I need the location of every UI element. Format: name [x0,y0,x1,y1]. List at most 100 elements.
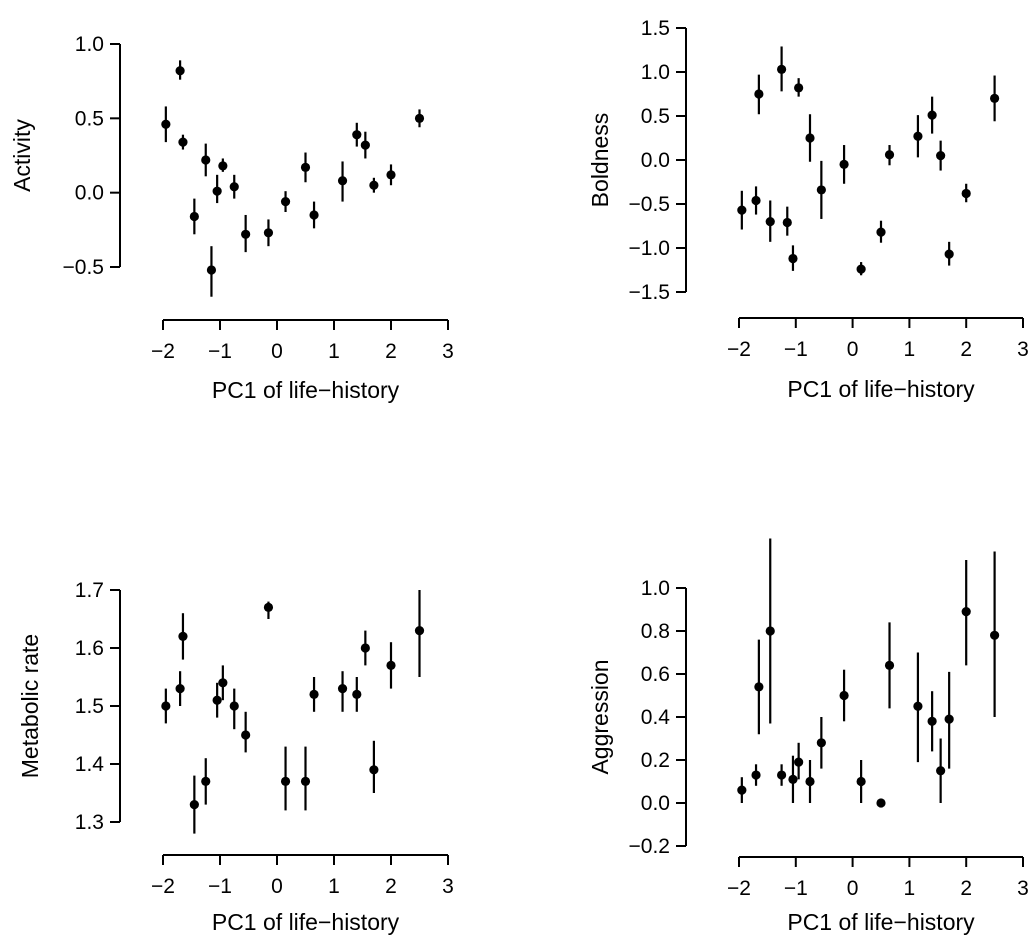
x-tick-label: 0 [847,877,859,900]
data-point [300,776,311,787]
y-tick-label: 1.7 [75,579,104,602]
data-point [737,205,747,215]
data-point [765,217,775,227]
data-point [178,137,188,147]
data-point [884,150,895,160]
metabolic-rate-panel: −2 −1 0 1 2 3 1.3 1.4 1.5 1.6 1.7 PC1 of life−histo… [17,579,454,935]
y-tick-label: 0.2 [641,749,670,772]
data-point [414,113,425,123]
x-tick-label: 3 [442,340,454,363]
data-point [360,140,370,150]
data-point [777,770,787,780]
data-point [386,170,396,180]
data-point [280,776,291,787]
data-point [212,186,222,196]
y-tick-label: 0.5 [641,105,670,128]
x-tick-label: 3 [442,875,454,898]
boldness-panel: −2 −1 0 1 2 3 −1.5 −1.0 −0.5 0.0 0.5 1.0 1.5 PC1 of l… [587,17,1029,402]
data-point [751,770,761,780]
x-axis-title: PC1 of life−history [212,377,400,403]
x-axis-title: PC1 of life−history [212,909,400,935]
x-tick-label: −2 [151,875,175,898]
y-tick-label: 0.5 [75,107,104,130]
data-point [280,196,291,207]
activity-panel: −2 −1 0 1 2 3 −0.5 0.0 0.5 1.0 PC1 of life−history… [9,33,454,403]
y-tick-label: 0.6 [641,663,670,686]
data-point [175,684,185,694]
x-tick-label: −2 [727,338,751,361]
data-point [218,678,228,688]
y-axis-title: Activity [9,119,35,192]
data-point [161,701,171,711]
data-point [201,776,211,787]
data-point [206,265,217,275]
x-tick-label: −1 [784,338,808,361]
data-point [782,217,792,228]
data-point [777,64,787,74]
x-axis-title: PC1 of life−history [787,376,975,402]
data-point [936,766,946,776]
y-tick-label: −0.5 [629,193,670,216]
x-tick-label: −1 [784,877,808,900]
x-tick-label: 0 [847,338,859,361]
aggression-panel: −2 −1 0 1 2 3 −0.2 0.0 0.2 0.4 0.6 0.8 1.0 PC1 of lif… [587,538,1029,935]
x-tick-label: 1 [328,875,340,898]
y-tick-label: 1.4 [75,753,105,776]
data-point [856,776,866,787]
y-tick-label: 0.0 [641,792,670,815]
data-point [189,211,199,222]
data-point [788,774,798,784]
data-point [360,643,370,653]
data-point [927,716,937,726]
data-point [961,188,971,199]
data-point [175,66,185,76]
y-tick-label: 1.0 [641,61,670,84]
data-point [876,227,886,237]
data-point [309,210,319,220]
data-point [839,690,849,701]
x-tick-label: 2 [385,875,397,898]
data-point [856,264,866,274]
x-tick-label: 2 [960,877,972,900]
data-point [805,776,815,787]
y-tick-label: 0.0 [75,182,104,205]
data-point [990,630,1000,640]
x-tick-label: 3 [1017,877,1029,900]
y-tick-label: 0.8 [641,620,670,643]
y-axis-title: Metabolic rate [17,634,43,778]
x-tick-label: −1 [208,340,232,363]
y-tick-label: 1.5 [75,695,104,718]
data-point [737,785,747,795]
data-point [816,185,826,195]
data-point [263,602,274,613]
x-tick-label: 0 [271,340,283,363]
data-point [201,155,211,165]
data-point [936,151,946,161]
data-point [927,110,937,120]
data-point [944,249,954,259]
x-tick-label: −2 [151,340,175,363]
data-point [369,180,379,190]
data-point [218,161,228,171]
data-point [241,229,251,239]
y-tick-label: 1.5 [641,17,670,40]
y-axis-title: Aggression [587,659,613,774]
data-point [189,800,199,810]
data-point [884,660,895,671]
data-point [839,159,849,169]
x-tick-label: 3 [1017,338,1029,361]
y-tick-label: 0.4 [641,706,671,729]
data-point [212,695,222,705]
data-point [263,228,274,238]
data-point [309,689,319,700]
x-tick-label: −1 [208,875,232,898]
data-point [229,701,239,711]
x-tick-label: 1 [328,340,340,363]
data-point [961,607,971,617]
x-tick-label: 1 [904,338,916,361]
data-point [352,689,362,700]
data-point [944,714,954,724]
data-point [337,176,348,186]
data-point [788,253,798,264]
